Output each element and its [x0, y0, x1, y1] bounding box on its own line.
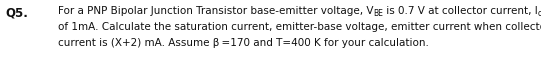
- Text: BE: BE: [373, 9, 384, 19]
- Text: For a PNP Bipolar Junction Transistor base-emitter voltage, V: For a PNP Bipolar Junction Transistor ba…: [58, 6, 373, 16]
- Text: c: c: [538, 9, 541, 19]
- Text: of 1mA. Calculate the saturation current, emitter-base voltage, emitter current : of 1mA. Calculate the saturation current…: [58, 22, 541, 32]
- Text: Q5.: Q5.: [5, 6, 28, 19]
- Text: current is (X+2) mA. Assume β =170 and T=400 K for your calculation.: current is (X+2) mA. Assume β =170 and T…: [58, 38, 429, 48]
- Text: is 0.7 V at collector current, I: is 0.7 V at collector current, I: [384, 6, 538, 16]
